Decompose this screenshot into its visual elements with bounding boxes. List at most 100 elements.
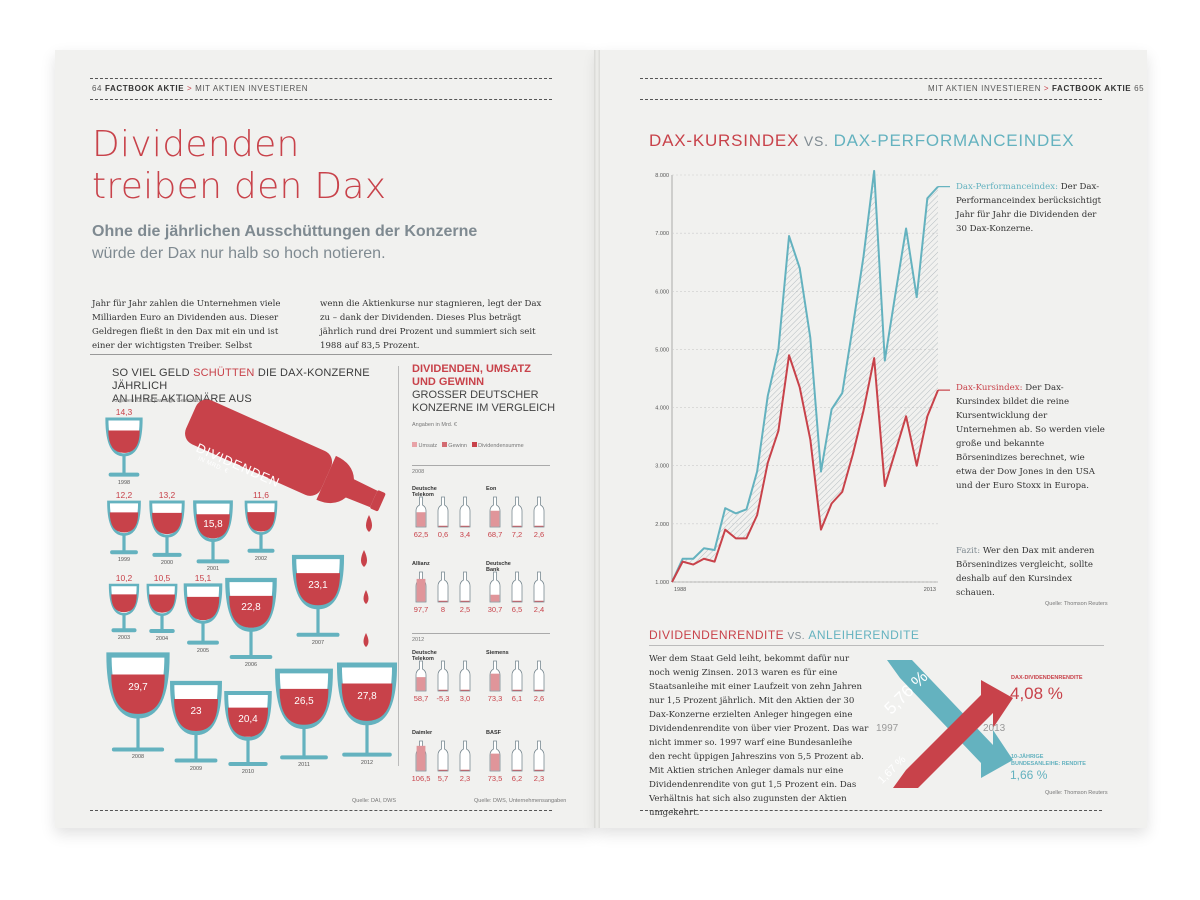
company-label: Daimler — [412, 730, 433, 736]
company-value: 2,5 — [459, 605, 471, 614]
company-value: 6,2 — [511, 774, 523, 783]
compare-bottles — [415, 496, 545, 772]
teal-arrow — [887, 660, 1013, 778]
company-label: Deutsche Telekom — [412, 650, 437, 662]
glass-section-title: SO VIEL GELD SCHÜTTEN DIE DAX-KONZERNE J… — [112, 367, 370, 405]
company-value: 62,5 — [413, 530, 429, 539]
glass-value: 29,7 — [128, 682, 148, 694]
div-text: Wer dem Staat Geld leiht, bekommt dafür … — [649, 654, 869, 818]
glass-note: Angaben für das jeweilige Geschäftsjahr — [112, 398, 211, 404]
company-value: 2,4 — [533, 605, 545, 614]
company-bottle — [415, 740, 427, 772]
company-label: Deutsche Bank — [486, 561, 511, 573]
series-line — [671, 354, 939, 583]
glass-year: 2007 — [311, 639, 325, 646]
rule-2008 — [412, 465, 550, 466]
company-label: Siemens — [486, 650, 509, 656]
company-value: 58,7 — [413, 694, 429, 703]
company-value: 0,6 — [437, 530, 449, 539]
glass-year: 2003 — [117, 635, 131, 642]
wine-glass — [108, 583, 140, 633]
kurs-note: Dax-Kursindex: Der Dax-Kursindex bildet … — [956, 383, 1105, 491]
wine-glass — [106, 652, 170, 752]
compare-legend: Umsatz Gewinn Dividendensumme — [412, 442, 524, 449]
glass-value: 22,8 — [241, 602, 261, 614]
year-1997: 1997 — [876, 723, 899, 734]
glass-chart: DIVIDENDEN IN MRD. € 14,3 1998 12,2 1999 13,… — [105, 399, 398, 775]
company-bottle — [489, 660, 501, 692]
div-source: Quelle: Thomson Reuters — [1045, 790, 1108, 796]
glass-source: Quelle: DAI, DWS — [352, 798, 397, 804]
year-2013: 2013 — [983, 723, 1006, 734]
wine-bottle-icon — [105, 399, 398, 766]
y-tick-label: 4.000 — [655, 406, 669, 412]
company-value: 97,7 — [413, 605, 429, 614]
y-tick-label: 8.000 — [655, 173, 669, 179]
wine-glass — [275, 668, 333, 760]
red-end-value: 4,08 % — [1010, 684, 1063, 703]
wine-glass — [107, 500, 141, 555]
company-bottle — [533, 496, 545, 528]
company-value: 2,6 — [533, 530, 545, 539]
header-rule — [90, 99, 552, 100]
company-bottle — [459, 740, 471, 772]
company-bottle — [437, 496, 449, 528]
header-rule-right — [640, 99, 1102, 100]
x-tick-label: 2013 — [924, 587, 936, 593]
subtitle-bold: Ohne die jährlichen Ausschüttungen der K… — [92, 223, 478, 240]
company-bottle — [511, 740, 523, 772]
company-value: 68,7 — [487, 530, 503, 539]
company-value: 2,6 — [533, 694, 545, 703]
wine-glass — [146, 583, 178, 634]
glass-year: 2011 — [298, 762, 310, 769]
company-value: 73,5 — [487, 774, 503, 783]
company-value: -5,3 — [436, 694, 450, 703]
red-arrow — [893, 680, 1013, 788]
teal-end-value: 1,66 % — [1010, 768, 1048, 782]
glass-year: 1998 — [117, 479, 131, 486]
company-bottle — [459, 571, 471, 603]
red-label: DAX-DIVIDENDENRENDITE — [1011, 675, 1083, 681]
glass-value: 26,5 — [294, 696, 314, 708]
wine-glass — [225, 577, 277, 660]
glass-year: 2006 — [244, 662, 258, 669]
company-bottle — [533, 571, 545, 603]
glass-value: 15,8 — [203, 519, 223, 531]
top-rule-right — [640, 78, 1102, 79]
company-bottle — [415, 571, 427, 603]
bottom-rule-left — [90, 810, 552, 811]
y-tick-label: 2.000 — [655, 522, 669, 528]
compare-title: DIVIDENDEN, UMSATZ UND GEWINN GROSSER DE… — [412, 363, 556, 414]
glass-value: 23 — [190, 705, 202, 717]
company-bottle — [437, 740, 449, 772]
glass-value: 27,8 — [357, 691, 377, 703]
teal-label: 10-JÄHRIGE BUNDESANLEIHE: RENDITE — [1011, 754, 1086, 767]
wine-glass — [149, 500, 185, 557]
fazit-note: Fazit: Wer den Dax mit anderen Börsenind… — [956, 546, 1095, 598]
wine-glass — [105, 417, 143, 477]
glass-year: 2005 — [196, 647, 210, 654]
company-value: 3,4 — [459, 530, 471, 539]
wine-glass — [224, 691, 272, 766]
divider — [90, 354, 552, 355]
y-tick-label: 3.000 — [655, 464, 669, 470]
dax-title: DAX-KURSINDEX VS. DAX-PERFORMANCEINDEX — [649, 131, 1075, 150]
page-title: Dividenden treiben den Dax — [92, 124, 387, 207]
company-bottle — [533, 740, 545, 772]
company-bottle — [437, 660, 449, 692]
company-bottle — [415, 660, 427, 692]
glass-year: 2004 — [155, 636, 169, 643]
glass-value: 23,1 — [308, 579, 328, 591]
company-value: 5,7 — [437, 774, 449, 783]
company-bottle — [511, 660, 523, 692]
company-bottle — [415, 496, 427, 528]
rule-2012 — [412, 633, 550, 634]
y-tick-label: 5.000 — [655, 347, 669, 353]
div-title: DIVIDENDENRENDITE VS. ANLEIHERENDITE — [649, 628, 920, 642]
intro-col2: wenn die Aktienkurse nur stagnieren, leg… — [320, 299, 542, 351]
glass-value: 14,3 — [115, 407, 133, 417]
series-line — [671, 169, 939, 583]
wine-glass — [193, 500, 233, 564]
bottom-rule-right — [640, 810, 1102, 811]
company-label: BASF — [486, 730, 501, 736]
